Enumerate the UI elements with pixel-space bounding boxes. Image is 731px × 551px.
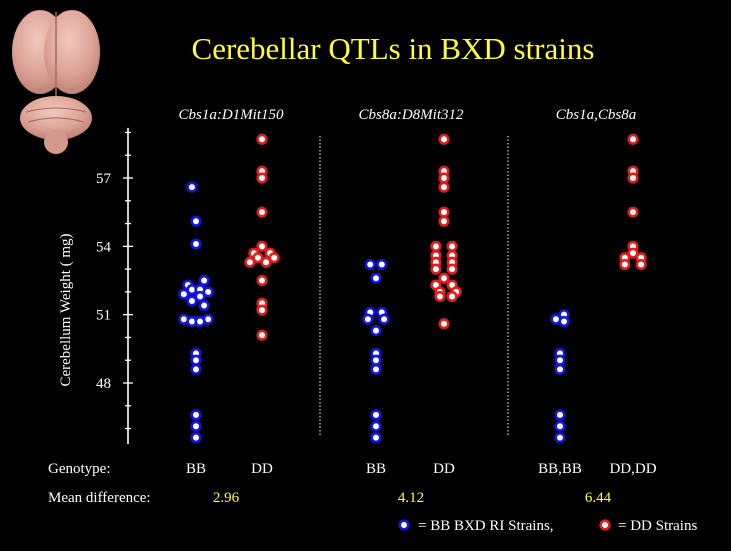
data-point-dd (256, 240, 268, 252)
data-point-bb (554, 354, 566, 366)
panel-title: Cbs1a:D1Mit150 (179, 107, 285, 123)
data-point-bb (190, 409, 202, 421)
data-point-bb (370, 272, 382, 284)
data-point-bb (194, 315, 206, 328)
y-tick-label: 57 (96, 171, 112, 187)
data-point-bb (190, 238, 202, 250)
data-point-bb (370, 432, 382, 444)
data-point-bb (370, 409, 382, 421)
mean-difference-label: Mean difference: (48, 490, 151, 506)
data-point-bb (190, 215, 202, 227)
data-point-bb (362, 313, 374, 325)
data-point-bb (190, 363, 202, 375)
data-point-bb (178, 288, 190, 300)
legend-label: = BB BXD RI Strains, (418, 518, 554, 534)
mean-difference-value: 6.44 (585, 490, 612, 506)
panel-title: Cbs8a:D8Mit312 (359, 107, 465, 123)
data-point-bb (370, 420, 382, 432)
data-point-bb (554, 420, 566, 432)
panel-title: Cbs1a,Cbs8a (556, 107, 636, 123)
genotype-group-label: BB (186, 461, 206, 477)
data-point-dd (627, 206, 639, 218)
data-point-bb (558, 315, 570, 328)
data-point-dd (252, 252, 264, 264)
data-point-bb (376, 258, 388, 271)
data-point-dd (256, 329, 268, 341)
data-point-dd (434, 290, 446, 303)
data-point-bb (554, 409, 566, 421)
data-point-bb (198, 299, 210, 312)
brain-image (12, 10, 100, 154)
chart-title: Cerebellar QTLs in BXD strains (192, 31, 595, 66)
data-point-dd (244, 256, 256, 268)
data-point-bb (364, 258, 376, 271)
data-point-bb (202, 286, 214, 298)
mean-difference-value: 4.12 (398, 490, 424, 506)
genotype-group-label: BB (366, 461, 386, 477)
data-point-dd (430, 263, 442, 275)
y-tick-label: 51 (96, 308, 111, 324)
legend-marker-bb (398, 519, 410, 531)
data-point-dd (438, 318, 450, 330)
data-point-dd (256, 133, 268, 145)
data-point-bb (554, 432, 566, 444)
y-tick-label: 54 (96, 239, 112, 255)
data-point-bb (190, 420, 202, 432)
data-point-bb (370, 354, 382, 366)
data-point-bb (370, 363, 382, 375)
y-tick-label: 48 (96, 376, 111, 392)
data-point-bb (186, 295, 198, 307)
mean-difference-value: 2.96 (213, 490, 240, 506)
data-point-bb (554, 363, 566, 375)
genotype-group-label: DD (251, 461, 273, 477)
data-point-dd (438, 272, 450, 284)
data-point-dd (256, 172, 268, 184)
data-point-bb (190, 354, 202, 366)
genotype-group-label: BB,BB (538, 461, 582, 477)
data-point-dd (446, 263, 458, 275)
data-point-dd (438, 181, 450, 193)
data-point-dd (627, 247, 639, 259)
data-point-bb (194, 290, 206, 303)
genotype-group-label: DD (433, 461, 455, 477)
data-point-dd (268, 252, 280, 264)
genotype-label: Genotype: (48, 461, 110, 477)
data-point-dd (256, 206, 268, 218)
data-point-dd (619, 258, 631, 271)
data-point-dd (438, 215, 450, 227)
data-point-dd (256, 274, 268, 287)
data-point-dd (446, 240, 458, 252)
genotype-group-label: DD,DD (609, 461, 656, 477)
data-point-bb (370, 325, 382, 337)
data-point-dd (627, 172, 639, 184)
legend-marker-dd (599, 519, 611, 531)
data-point-bb (378, 313, 390, 325)
data-point-bb (186, 181, 198, 193)
data-point-dd (635, 258, 647, 271)
data-point-dd (430, 240, 442, 252)
data-point-dd (438, 206, 450, 218)
data-point-dd (260, 256, 272, 268)
data-point-dd (446, 290, 458, 303)
data-point-bb (198, 274, 210, 287)
data-point-dd (438, 172, 450, 184)
legend-label: = DD Strains (618, 518, 697, 534)
data-point-dd (256, 304, 268, 316)
data-point-dd (438, 133, 450, 145)
y-axis-label: Cerebellum Weight ( mg) (58, 233, 74, 386)
data-point-bb (190, 432, 202, 444)
data-point-dd (627, 133, 639, 145)
